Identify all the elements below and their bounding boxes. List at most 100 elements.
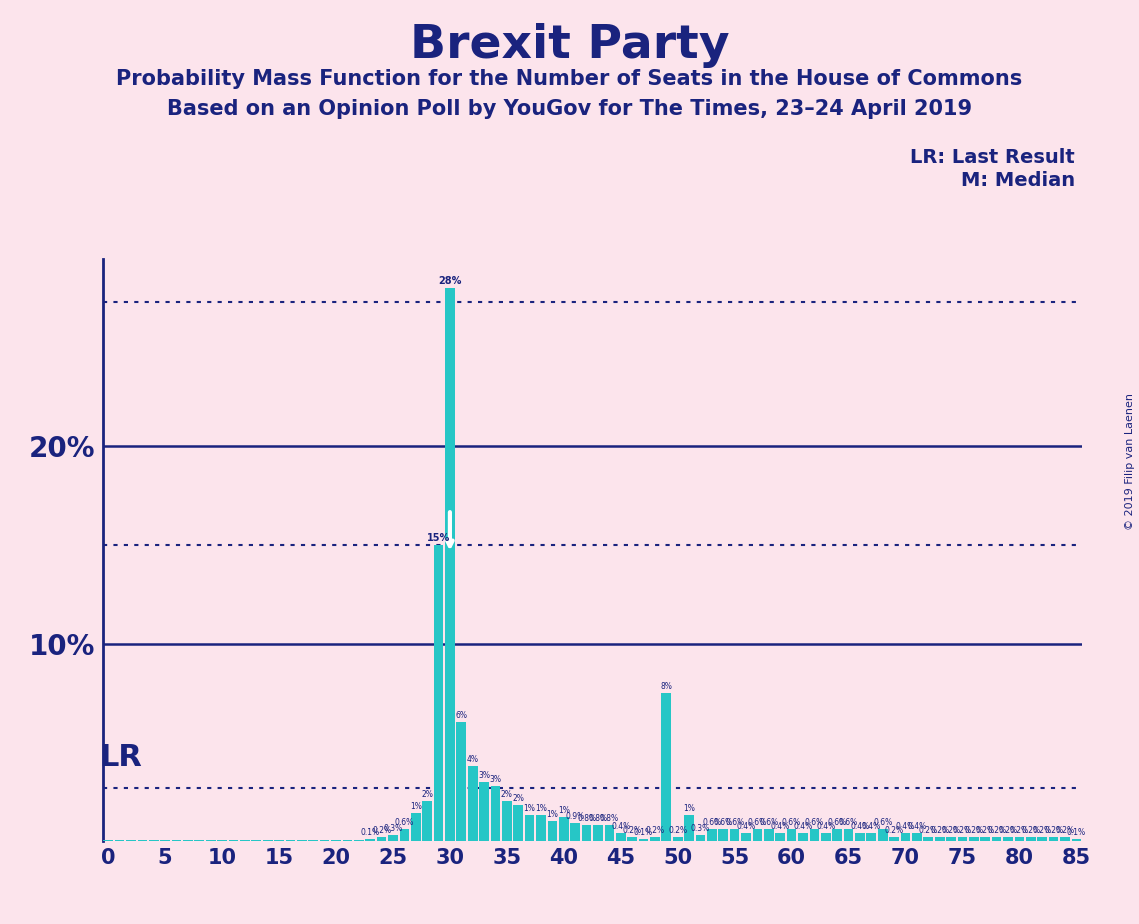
Text: 0.6%: 0.6% xyxy=(748,818,767,827)
Bar xyxy=(388,835,398,841)
Text: 1%: 1% xyxy=(547,810,558,820)
Text: 0.6%: 0.6% xyxy=(395,818,413,827)
Text: 15%: 15% xyxy=(427,533,450,543)
Text: 0.3%: 0.3% xyxy=(691,824,710,833)
Bar xyxy=(992,837,1001,841)
Bar xyxy=(981,837,990,841)
Bar xyxy=(764,829,773,841)
Bar xyxy=(559,817,568,841)
Text: 1%: 1% xyxy=(558,806,570,815)
Bar xyxy=(605,825,614,841)
Text: 0.8%: 0.8% xyxy=(600,814,618,823)
Text: 28%: 28% xyxy=(439,276,461,286)
Text: © 2019 Filip van Laenen: © 2019 Filip van Laenen xyxy=(1125,394,1134,530)
Bar xyxy=(650,837,659,841)
Text: LR: LR xyxy=(99,744,142,772)
Text: 0.2%: 0.2% xyxy=(919,826,937,835)
Bar xyxy=(1072,839,1081,841)
Bar xyxy=(1015,837,1024,841)
Bar xyxy=(890,837,899,841)
Text: 1%: 1% xyxy=(683,804,695,813)
Text: Probability Mass Function for the Number of Seats in the House of Commons: Probability Mass Function for the Number… xyxy=(116,69,1023,90)
Bar xyxy=(912,833,921,841)
Bar xyxy=(423,801,432,841)
Bar xyxy=(685,815,694,841)
Text: 0.6%: 0.6% xyxy=(760,818,778,827)
Bar xyxy=(491,785,500,841)
Bar xyxy=(855,833,865,841)
Text: 0.4%: 0.4% xyxy=(908,822,926,831)
Text: 6%: 6% xyxy=(456,711,467,721)
Bar xyxy=(798,833,808,841)
Bar xyxy=(1003,837,1013,841)
Bar xyxy=(639,839,648,841)
Text: 0.8%: 0.8% xyxy=(577,814,596,823)
Text: 4%: 4% xyxy=(467,755,478,764)
Bar xyxy=(707,829,716,841)
Text: 0.6%: 0.6% xyxy=(714,818,732,827)
Text: 3%: 3% xyxy=(490,774,501,784)
Bar xyxy=(696,835,705,841)
Text: 0.4%: 0.4% xyxy=(896,822,915,831)
Bar xyxy=(377,837,386,841)
Text: 0.2%: 0.2% xyxy=(646,826,664,835)
Text: 0.6%: 0.6% xyxy=(874,818,892,827)
Bar xyxy=(1038,837,1047,841)
Bar xyxy=(1026,837,1035,841)
Text: 0.4%: 0.4% xyxy=(817,822,835,831)
Text: 0.4%: 0.4% xyxy=(612,822,630,831)
Text: 0.6%: 0.6% xyxy=(805,818,823,827)
Text: 1%: 1% xyxy=(410,802,421,811)
Text: 2%: 2% xyxy=(421,790,433,799)
Bar xyxy=(753,829,762,841)
Text: 0.2%: 0.2% xyxy=(953,826,972,835)
Text: 2%: 2% xyxy=(501,790,513,799)
Text: 0.2%: 0.2% xyxy=(669,826,687,835)
Text: 0.8%: 0.8% xyxy=(589,814,607,823)
Bar xyxy=(468,766,477,841)
Bar xyxy=(776,833,785,841)
Bar xyxy=(366,839,375,841)
Text: 0.6%: 0.6% xyxy=(703,818,721,827)
Text: 0.3%: 0.3% xyxy=(384,824,402,833)
Text: 0.4%: 0.4% xyxy=(862,822,880,831)
Text: 0.2%: 0.2% xyxy=(623,826,641,835)
Text: 0.2%: 0.2% xyxy=(1056,826,1074,835)
Bar xyxy=(935,837,944,841)
Text: 0.2%: 0.2% xyxy=(885,826,903,835)
Bar xyxy=(947,837,956,841)
Bar xyxy=(628,837,637,841)
Bar xyxy=(445,288,454,841)
Bar xyxy=(833,829,842,841)
Bar xyxy=(582,825,591,841)
Text: 0.1%: 0.1% xyxy=(1067,828,1085,837)
Bar xyxy=(821,833,830,841)
Bar xyxy=(741,833,751,841)
Bar xyxy=(616,833,625,841)
Text: 0.6%: 0.6% xyxy=(726,818,744,827)
Text: 0.4%: 0.4% xyxy=(851,822,869,831)
Text: 0.2%: 0.2% xyxy=(1033,826,1051,835)
Text: 0.6%: 0.6% xyxy=(828,818,846,827)
Text: 0.2%: 0.2% xyxy=(1022,826,1040,835)
Bar xyxy=(525,815,534,841)
Text: Based on an Opinion Poll by YouGov for The Times, 23–24 April 2019: Based on an Opinion Poll by YouGov for T… xyxy=(167,99,972,119)
Text: 0.2%: 0.2% xyxy=(1044,826,1063,835)
Bar xyxy=(924,837,933,841)
Bar xyxy=(502,801,511,841)
Text: Brexit Party: Brexit Party xyxy=(410,23,729,68)
Text: 2%: 2% xyxy=(513,795,524,803)
Bar xyxy=(514,806,523,841)
Bar xyxy=(844,829,853,841)
Text: 0.2%: 0.2% xyxy=(931,826,949,835)
Bar xyxy=(571,823,580,841)
Bar xyxy=(969,837,978,841)
Text: 0.4%: 0.4% xyxy=(794,822,812,831)
Text: 3%: 3% xyxy=(478,771,490,780)
Text: 0.9%: 0.9% xyxy=(566,812,584,821)
Text: 8%: 8% xyxy=(661,682,672,691)
Bar xyxy=(730,829,739,841)
Text: 0.1%: 0.1% xyxy=(361,828,379,837)
Text: 0.2%: 0.2% xyxy=(988,826,1006,835)
Bar xyxy=(878,829,887,841)
